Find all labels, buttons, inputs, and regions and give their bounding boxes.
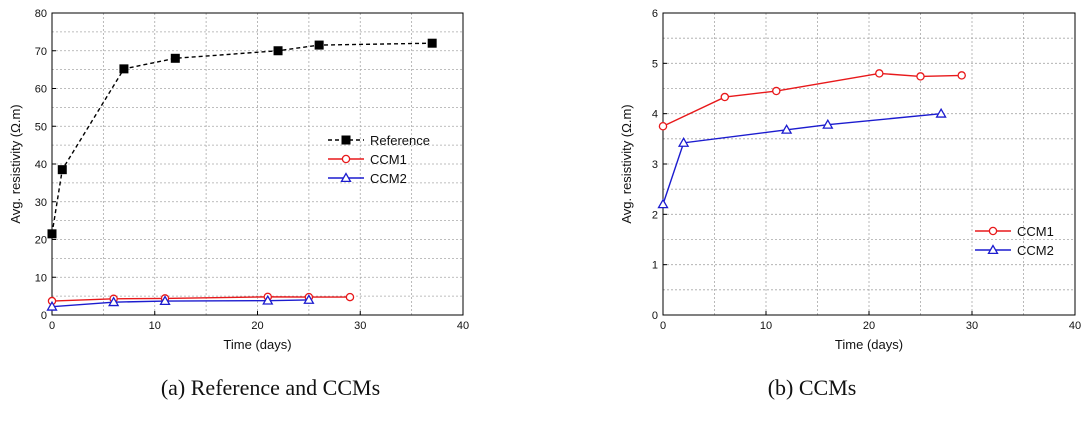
- chart-b-data-point: [780, 123, 793, 134]
- chart-b-y-tick-label: 4: [652, 109, 658, 121]
- chart-a-y-tick-label: 10: [35, 272, 47, 284]
- chart-b-y-tick-label: 2: [652, 209, 658, 221]
- chart-panel-a: 0 10 20 30 40 0 10 20 30 40 50 60 70 80 Time (days) Avg…: [0, 0, 541, 432]
- chart-b-data-point: [957, 71, 966, 80]
- chart-a-grid: [52, 13, 463, 315]
- chart-b-x-tick-label: 10: [760, 320, 772, 332]
- chart-b-y-tick-label: 5: [652, 58, 658, 70]
- chart-b-x-tick-label: 40: [1069, 320, 1081, 332]
- chart-a-legend-item-reference: Reference: [328, 133, 430, 148]
- chart-a-data-point: [314, 40, 324, 50]
- chart-a-data-point: [345, 292, 355, 302]
- chart-b-data-point: [875, 69, 884, 78]
- chart-a-data-point: [47, 229, 57, 239]
- chart-b-x-tick-label: 20: [863, 320, 875, 332]
- chart-a-series-reference: [47, 38, 437, 239]
- chart-a-legend-item-ccm1: CCM1: [328, 152, 407, 167]
- chart-b-data-point: [677, 137, 690, 147]
- chart-b-legend-item-ccm1: CCM1: [975, 224, 1054, 239]
- chart-b-y-tick-label: 3: [652, 159, 658, 171]
- chart-b-y-tick-label: 0: [652, 310, 658, 322]
- chart-a-data-point: [108, 296, 120, 307]
- chart-a-y-tick-label: 20: [35, 235, 47, 247]
- chart-b-y-axis-title: Avg. resistivity (Ω.m): [619, 104, 634, 223]
- chart-a-data-point: [427, 38, 437, 48]
- chart-a-y-tick-label: 80: [35, 8, 47, 20]
- chart-b-x-tick-label: 30: [966, 320, 978, 332]
- chart-b-svg: 0 10 20 30 40 0 1 2 3 4 5 6 Time (days) Avg. resistiv…: [619, 8, 1081, 352]
- chart-a-legend-marker: [341, 135, 351, 145]
- chart-b-legend-item-ccm2: CCM2: [975, 243, 1054, 258]
- chart-b-legend-label: CCM1: [1017, 224, 1054, 239]
- chart-b-y-tick-label: 1: [652, 260, 658, 272]
- chart-a-x-axis-title: Time (days): [223, 337, 291, 352]
- chart-b-series-ccm2: [657, 107, 947, 209]
- chart-b-data-point: [720, 92, 730, 102]
- chart-a-y-axis-title: Avg. resistivity (Ω.m): [8, 104, 23, 223]
- chart-a-legend-label: CCM2: [370, 171, 407, 186]
- chart-a-legend-label: CCM1: [370, 152, 407, 167]
- chart-a-y-tick-label: 70: [35, 46, 47, 58]
- chart-a-data-point: [46, 300, 58, 311]
- chart-b-grid: [663, 13, 1075, 315]
- chart-a-data-point: [303, 294, 315, 304]
- chart-b-data-point: [658, 122, 668, 131]
- chart-b-series-line: [662, 72, 962, 127]
- chart-a-y-tick-label: 30: [35, 197, 47, 209]
- chart-a-legend-marker: [341, 154, 351, 164]
- chart-a-x-tick-label: 20: [251, 320, 263, 332]
- caption-b: (b) CCMs: [767, 375, 857, 400]
- chart-a-x-tick-label: 0: [49, 320, 55, 332]
- chart-a-x-tick-label: 40: [457, 320, 469, 332]
- chart-a-legend-item-ccm2: CCM2: [328, 171, 407, 186]
- chart-a-series-ccm2: [46, 294, 315, 311]
- chart-b-data-point: [822, 118, 834, 129]
- chart-b-data-point: [657, 198, 669, 209]
- chart-b-legend-marker: [988, 226, 998, 236]
- caption-a: (a) Reference and CCMs: [160, 375, 381, 400]
- chart-b-data-point: [935, 107, 947, 118]
- chart-a-y-tick-label: 50: [35, 121, 47, 133]
- chart-a-data-point: [170, 53, 180, 63]
- chart-a-y-tick-label: 0: [41, 310, 47, 322]
- chart-b-x-tick-label: 0: [660, 320, 666, 332]
- chart-b-x-axis-title: Time (days): [835, 337, 903, 352]
- chart-a-data-point: [57, 165, 67, 175]
- chart-a-legend-label: Reference: [370, 133, 430, 148]
- chart-a-x-tick-label: 30: [354, 320, 366, 332]
- chart-b-data-point: [772, 86, 781, 96]
- chart-a-x-tick-label: 10: [149, 320, 161, 332]
- chart-panel-b: 0 10 20 30 40 0 1 2 3 4 5 6 Time (days) Avg. resistiv…: [541, 0, 1083, 432]
- chart-b-data-point: [916, 72, 925, 81]
- chart-b-legend-marker: [987, 244, 999, 255]
- chart-a-data-point: [159, 295, 171, 306]
- chart-a-data-point: [273, 46, 283, 56]
- chart-a-y-tick-label: 60: [35, 84, 47, 96]
- chart-a-y-tick-label: 40: [35, 159, 47, 171]
- chart-a-legend-marker: [340, 172, 352, 183]
- chart-b-series-ccm1: [658, 69, 966, 131]
- chart-a-svg: 0 10 20 30 40 0 10 20 30 40 50 60 70 80 Time (days) Avg…: [8, 8, 469, 352]
- chart-b-series-line: [662, 112, 942, 205]
- chart-a-data-point: [119, 64, 129, 74]
- chart-a-data-point: [262, 294, 274, 305]
- chart-b-legend-label: CCM2: [1017, 243, 1054, 258]
- chart-b-y-tick-label: 6: [652, 8, 658, 20]
- chart-a-series-line: [51, 296, 350, 302]
